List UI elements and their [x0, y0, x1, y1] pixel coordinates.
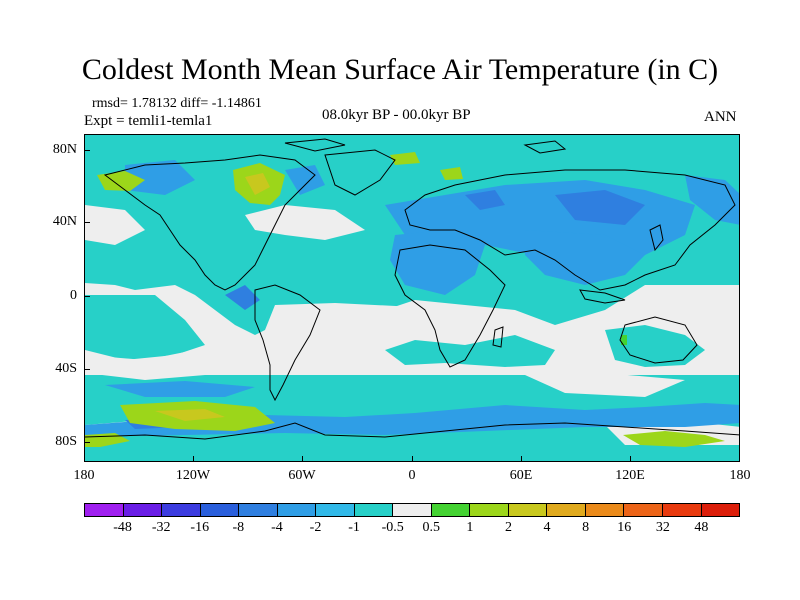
experiment-text: Expt = temli1-temla1: [84, 113, 213, 129]
map-plot: [85, 135, 739, 461]
lat-tick: [84, 442, 90, 443]
lon-tick: [193, 456, 194, 462]
lon-tick: [302, 456, 303, 462]
colorbar-label: -8: [232, 520, 245, 535]
colorbar-box: [585, 504, 625, 516]
lon-label-180e: 180: [729, 468, 751, 483]
colorbar-label: 2: [504, 520, 512, 535]
colorbar-box: [701, 504, 740, 516]
colorbar-box: [508, 504, 548, 516]
colorbar-box: [200, 504, 240, 516]
colorbar-box: [123, 504, 163, 516]
lat-tick: [84, 150, 90, 151]
lat-label-40n: 40N: [52, 214, 77, 229]
colorbar: [84, 503, 740, 517]
colorbar-box: [431, 504, 471, 516]
map-title: Coldest Month Mean Surface Air Temperatu…: [81, 53, 719, 86]
lat-label-0: 0: [70, 288, 77, 303]
lon-tick: [630, 456, 631, 462]
colorbar-box: [277, 504, 317, 516]
anomaly-positive-patches: [85, 152, 725, 447]
lat-tick: [84, 222, 90, 223]
lon-label-60w: 60W: [288, 468, 316, 483]
colorbar-label: -16: [190, 520, 210, 535]
colorbar-box: [470, 504, 509, 516]
stats-text: rmsd= 1.78132 diff= -1.14861: [92, 96, 262, 111]
lat-label-80n: 80N: [52, 142, 77, 157]
period-text: 08.0kyr BP - 00.0kyr BP: [322, 107, 471, 123]
lat-tick: [84, 369, 90, 370]
colorbar-label: 16: [617, 520, 632, 535]
colorbar-label: -0.5: [381, 520, 404, 535]
colorbar-label: 32: [655, 520, 670, 535]
colorbar-label: 1: [466, 520, 474, 535]
colorbar-box: [85, 504, 124, 516]
colorbar-label: 8: [582, 520, 590, 535]
season-text: ANN: [704, 109, 737, 125]
coastlines: [85, 138, 739, 440]
lon-tick: [412, 456, 413, 462]
colorbar-box: [662, 504, 702, 516]
colorbar-box: [162, 504, 201, 516]
lat-label-40s: 40S: [55, 361, 77, 376]
lon-label-180w: 180: [73, 468, 95, 483]
colorbar-box: [316, 504, 355, 516]
colorbar-label: 4: [543, 520, 551, 535]
colorbar-label: 0.5: [422, 520, 441, 535]
lon-label-60e: 60E: [509, 468, 533, 483]
colorbar-box: [393, 504, 432, 516]
lon-label-120e: 120E: [615, 468, 645, 483]
colorbar-label: -48: [113, 520, 132, 535]
colorbar-box: [354, 504, 394, 516]
colorbar-label: -32: [151, 520, 171, 535]
colorbar-box: [624, 504, 663, 516]
lat-label-80s: 80S: [55, 434, 77, 449]
colorbar-box: [547, 504, 586, 516]
lat-tick: [84, 296, 90, 297]
colorbar-label: -4: [271, 520, 283, 535]
lon-label-120w: 120W: [175, 468, 211, 483]
temperature-map: [84, 134, 740, 462]
colorbar-label: 48: [694, 520, 709, 535]
colorbar-label: -2: [309, 520, 322, 535]
lon-label-0: 0: [408, 468, 416, 483]
colorbar-label: -1: [348, 520, 360, 535]
lon-tick: [521, 456, 522, 462]
colorbar-box: [239, 504, 278, 516]
